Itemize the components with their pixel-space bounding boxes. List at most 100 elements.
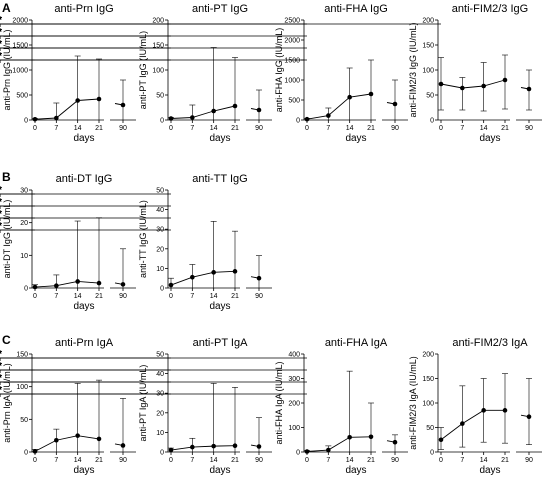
- chart-7-y-label: anti-Prn IgA (IU/mL): [2, 363, 12, 443]
- chart-2-data-point: [232, 103, 238, 109]
- chart-4-significance-star: *: [0, 15, 2, 26]
- chart-6-data-point: [190, 274, 195, 280]
- chart-1-significance-star: *: [0, 27, 2, 38]
- chart-7-x-label: days: [73, 465, 94, 476]
- chart-6-x-tick-label: 90: [255, 293, 263, 300]
- chart-10-x-tick-label: 7: [460, 457, 464, 464]
- chart-1-y-tick-label: 2000: [12, 18, 28, 25]
- chart-9-x-tick-label: 21: [367, 457, 375, 464]
- chart-5: anti-DT IgG 0 10 20 30 anti-DT IgG (IU/mL) 0 7 1…: [0, 173, 136, 312]
- chart-4: anti-FIM2/3 IgG 0 50 100 150 200 anti-FIM2/3 I…: [0, 3, 542, 144]
- chart-4-y-tick-label: 200: [422, 18, 434, 25]
- chart-9-title: anti-FHA IgA: [325, 337, 388, 349]
- chart-9-significance-star: *: [0, 361, 2, 372]
- chart-2-significance-star: *: [0, 27, 2, 38]
- chart-10-x-tick-label: 0: [439, 457, 443, 464]
- chart-9-x-tick-label: 7: [326, 457, 330, 464]
- chart-3-data-point: [368, 91, 374, 97]
- chart-5-data-point: [75, 279, 80, 284]
- chart-2-x-tick-label: 14: [210, 125, 218, 132]
- chart-4-data-point: [438, 81, 444, 87]
- chart-4-x-tick-label: 14: [480, 125, 488, 132]
- chart-9-series-line: [306, 436, 372, 452]
- chart-1-data-point: [96, 96, 102, 102]
- chart-5-significance-star: *: [0, 221, 2, 232]
- chart-6: anti-TT IgG 0 10 20 30 40 50 anti-TT IgG (IU/mL…: [0, 173, 272, 312]
- chart-7-y-tick-label: 150: [16, 352, 28, 359]
- chart-1-y-label: anti-Prn IgG (IU/mL): [2, 29, 12, 110]
- chart-8-x-tick-label: 7: [190, 457, 194, 464]
- chart-6-x-label: days: [209, 301, 230, 312]
- chart-9-significance-star: *: [0, 349, 2, 360]
- chart-4-y-tick-label: 0: [430, 118, 434, 125]
- chart-1-significance-star: *: [0, 39, 2, 50]
- chart-3-y-tick-label: 1000: [284, 78, 300, 85]
- chart-10-x-tick-label: 14: [480, 457, 488, 464]
- chart-10-data-point: [526, 414, 532, 420]
- chart-10-y-tick-label: 50: [426, 425, 434, 432]
- chart-5-y-tick-label: 0: [24, 286, 28, 293]
- chart-8-data-point: [211, 443, 216, 449]
- chart-10-data-point: [460, 421, 465, 426]
- chart-5-y-tick-label: 20: [20, 220, 28, 227]
- chart-8-data-point: [232, 443, 238, 449]
- chart-9-y-tick-label: 0: [296, 450, 300, 457]
- chart-2-x-tick-label: 0: [169, 125, 173, 132]
- chart-10-x-label: days: [479, 465, 500, 476]
- chart-5-x-tick-label: 7: [54, 293, 58, 300]
- chart-10-y-tick-label: 200: [422, 352, 434, 359]
- panel-letter-c: C: [2, 333, 11, 347]
- chart-10-y-label: anti-FIM2/3 IgA (IU/mL): [408, 356, 418, 450]
- chart-8-significance-star: *: [0, 361, 2, 372]
- chart-5-data-point: [120, 282, 126, 287]
- chart-2-data-point: [190, 115, 195, 120]
- chart-7-x-tick-label: 14: [74, 457, 82, 464]
- chart-3-series-line: [306, 93, 372, 120]
- chart-7-y-tick-label: 50: [20, 417, 28, 424]
- chart-8-data-point: [190, 444, 195, 450]
- chart-6-significance-star: *: [0, 185, 2, 196]
- chart-7-data-point: [75, 433, 80, 438]
- chart-7-significance-star: *: [0, 373, 2, 384]
- chart-1-x-tick-label: 90: [119, 125, 127, 132]
- chart-2-x-tick-label: 21: [231, 125, 239, 132]
- chart-9-data-point: [347, 435, 352, 440]
- chart-2-x-label: days: [209, 133, 230, 144]
- chart-6-y-tick-label: 40: [156, 207, 164, 214]
- chart-4-x-label: days: [479, 133, 500, 144]
- chart-10-series-line: [440, 409, 505, 441]
- chart-1-data-point: [75, 98, 80, 103]
- chart-5-x-label: days: [73, 301, 94, 312]
- chart-5-data-point: [32, 284, 38, 290]
- chart-1-significance-star: *: [0, 15, 2, 26]
- chart-3-significance-star: *: [0, 15, 2, 26]
- chart-7-significance-star: *: [0, 349, 2, 360]
- chart-2-y-tick-label: 100: [152, 68, 164, 75]
- chart-4-data-point: [502, 77, 508, 83]
- chart-3-y-tick-label: 2500: [284, 18, 300, 25]
- chart-9-y-tick-label: 300: [288, 376, 300, 383]
- chart-3-y-label: anti-FHA IgG (IU/mL): [274, 28, 284, 113]
- chart-5-x-tick-label: 90: [119, 293, 127, 300]
- chart-6-y-tick-label: 10: [156, 266, 164, 273]
- chart-3-x-tick-label: 21: [367, 125, 375, 132]
- chart-8-y-label: anti-PT IgA (IU/mL): [138, 365, 148, 442]
- chart-8-significance-star: *: [0, 385, 2, 396]
- chart-9-x-tick-label: 90: [391, 457, 399, 464]
- chart-5-data-point: [96, 280, 102, 286]
- chart-10-x-tick-label: 21: [501, 457, 509, 464]
- chart-5-x-tick-label: 0: [33, 293, 37, 300]
- chart-7-data-point: [54, 437, 59, 443]
- chart-4-data-point: [526, 86, 532, 92]
- chart-1-title: anti-Prn IgG: [54, 3, 113, 15]
- chart-9-y-tick-label: 400: [288, 352, 300, 359]
- chart-8-y-tick-label: 0: [160, 450, 164, 457]
- chart-2-significance-star: *: [0, 15, 2, 26]
- chart-2-y-tick-label: 50: [156, 93, 164, 100]
- chart-6-data-point: [211, 270, 216, 275]
- chart-4-x-tick-label: 0: [439, 125, 443, 132]
- chart-1-data-point: [54, 115, 59, 121]
- chart-5-title: anti-DT IgG: [56, 173, 113, 185]
- chart-5-data-point: [54, 283, 59, 289]
- chart-9-y-tick-label: 200: [288, 401, 300, 408]
